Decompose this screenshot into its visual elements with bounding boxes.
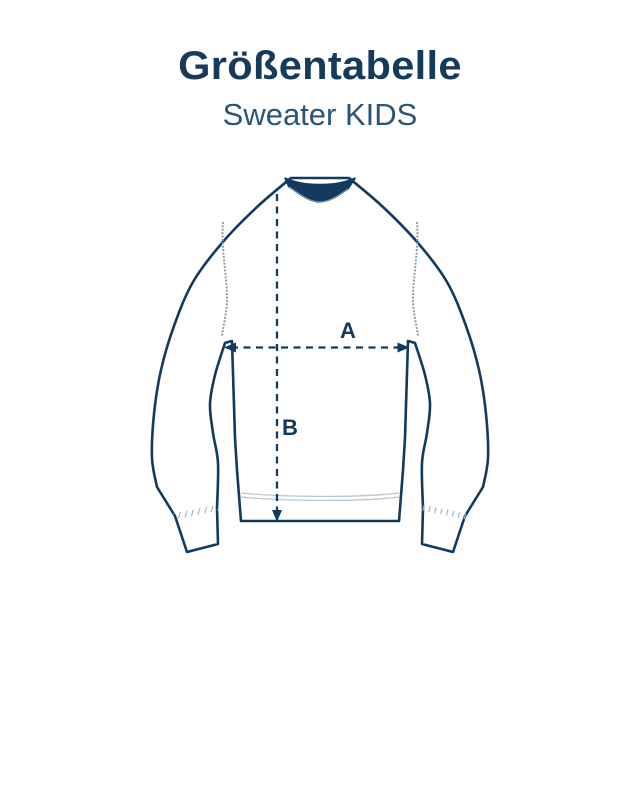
svg-text:A: A	[340, 318, 356, 343]
svg-text:B: B	[282, 415, 298, 440]
